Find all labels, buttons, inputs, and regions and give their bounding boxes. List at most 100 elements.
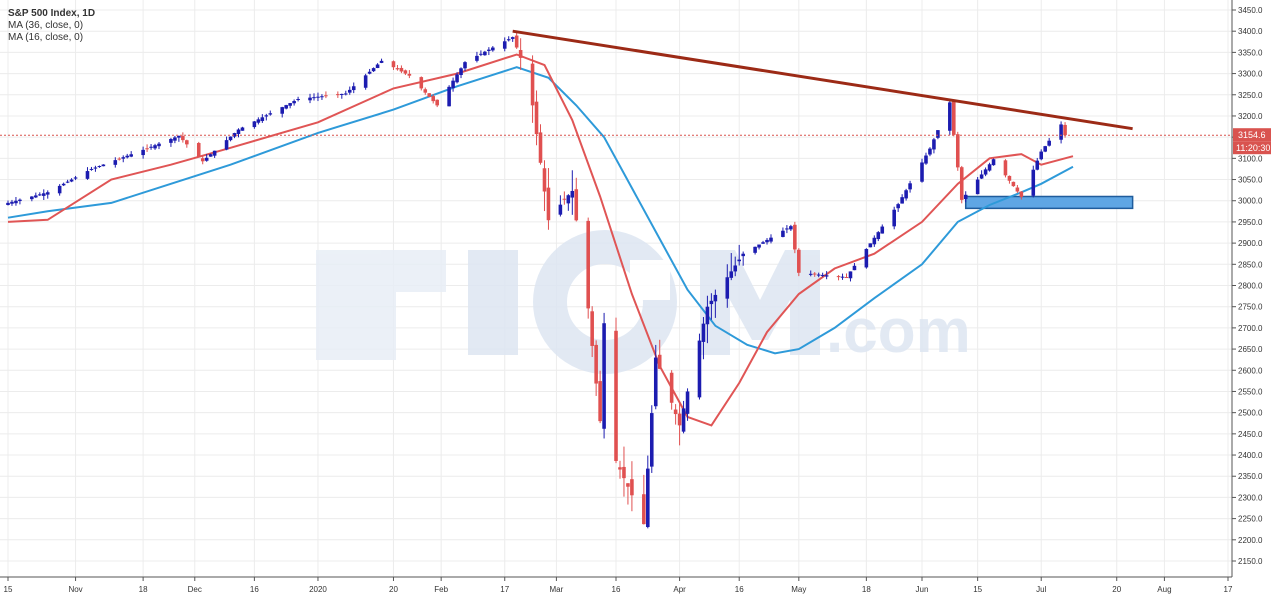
candle-body — [824, 275, 829, 277]
candle-body — [73, 177, 78, 179]
candle-body — [975, 179, 980, 195]
x-tick-label: Jun — [916, 585, 929, 594]
candle-body — [669, 372, 674, 403]
candle-body — [280, 107, 284, 114]
ma-36-line — [7, 66, 1074, 355]
candle-body — [34, 195, 38, 198]
candle-body — [797, 249, 801, 273]
candle-body — [677, 413, 682, 426]
y-tick-label: 3050.0 — [1238, 176, 1263, 185]
candle-body — [61, 183, 66, 186]
candle-body — [626, 483, 630, 487]
candle-body — [705, 306, 710, 325]
candle-body — [1003, 160, 1008, 176]
candle-body — [185, 140, 189, 145]
candle-body — [880, 226, 885, 234]
candle-body — [447, 86, 451, 107]
candle-body — [85, 171, 90, 179]
candle-body — [371, 68, 376, 72]
y-tick-label: 3350.0 — [1238, 48, 1263, 57]
candle-body — [181, 136, 185, 141]
candle-body — [630, 479, 634, 496]
candle-body — [506, 39, 511, 41]
candle-body — [709, 300, 714, 305]
candle-body — [948, 102, 952, 131]
candle-body — [196, 143, 201, 158]
candle-body — [502, 41, 507, 49]
y-tick-label: 2850.0 — [1238, 260, 1263, 269]
candle-body — [10, 201, 14, 204]
candle-body — [924, 155, 928, 164]
candle-body — [419, 77, 424, 89]
candle-body — [646, 468, 650, 528]
y-tick-label: 2250.0 — [1238, 515, 1263, 524]
resistance-trendline — [512, 29, 1133, 131]
x-tick-label: 17 — [1224, 585, 1233, 594]
candle-body — [765, 239, 769, 243]
y-tick-label: 3200.0 — [1238, 112, 1263, 121]
candle-body — [363, 75, 368, 88]
candle-body — [1043, 146, 1047, 152]
candle-body — [347, 89, 352, 93]
candle-body — [649, 413, 654, 467]
candle-body — [959, 167, 964, 200]
candle-body — [570, 190, 575, 198]
candle-body — [685, 391, 690, 414]
support-rect — [964, 195, 1134, 210]
candle-body — [987, 164, 992, 171]
candle-body — [868, 243, 873, 248]
candle-body — [129, 154, 133, 157]
candle-body — [200, 158, 205, 162]
candle-body — [236, 129, 241, 134]
y-tick-label: 2950.0 — [1238, 218, 1263, 227]
candle-body — [475, 55, 479, 61]
candle-body — [920, 162, 924, 182]
y-tick-label: 2650.0 — [1238, 345, 1263, 354]
candle-body — [753, 246, 757, 253]
x-tick-label: May — [791, 585, 806, 594]
candle-body — [284, 105, 288, 109]
candle-body — [1011, 181, 1016, 187]
candle-body — [653, 357, 658, 407]
legend-ma-16: MA (16, close, 0) — [8, 32, 84, 43]
candle-body — [479, 53, 483, 55]
y-tick-label: 2600.0 — [1238, 366, 1263, 375]
candle-body — [455, 74, 459, 83]
ma-16-line — [7, 53, 1074, 427]
candle-body — [149, 146, 153, 148]
candle-body — [224, 140, 229, 150]
candle-body — [292, 101, 296, 104]
candle-body — [14, 200, 18, 204]
y-tick-label: 3250.0 — [1238, 91, 1263, 100]
last-price-label: 3154.6 — [1238, 130, 1266, 140]
candle-body — [177, 135, 181, 138]
support-zone — [964, 195, 1134, 210]
candle-body — [451, 80, 455, 89]
candle-body — [212, 150, 217, 156]
candle-body — [483, 51, 487, 56]
candle-body — [204, 157, 209, 161]
candle-body — [876, 232, 881, 240]
candle-body — [713, 294, 718, 302]
candle-body — [852, 265, 857, 271]
y-tick-label: 2150.0 — [1238, 557, 1263, 566]
candle-body — [848, 271, 853, 279]
candle-body — [65, 181, 70, 183]
trendline — [512, 29, 1133, 131]
candle-body — [308, 97, 312, 101]
candle-body — [896, 204, 900, 209]
candle-body — [725, 277, 730, 299]
y-tick-label: 3300.0 — [1238, 70, 1263, 79]
candle-body — [6, 202, 10, 206]
candle-body — [955, 134, 960, 168]
candle-body — [208, 154, 213, 157]
y-tick-label: 3450.0 — [1238, 6, 1263, 15]
x-tick-label: 20 — [389, 585, 398, 594]
candle-body — [574, 189, 579, 221]
candle-body — [983, 169, 988, 175]
countdown-badge — [1233, 141, 1271, 155]
candle-body — [530, 63, 535, 106]
candle-body — [932, 139, 936, 150]
candles — [6, 32, 1067, 529]
